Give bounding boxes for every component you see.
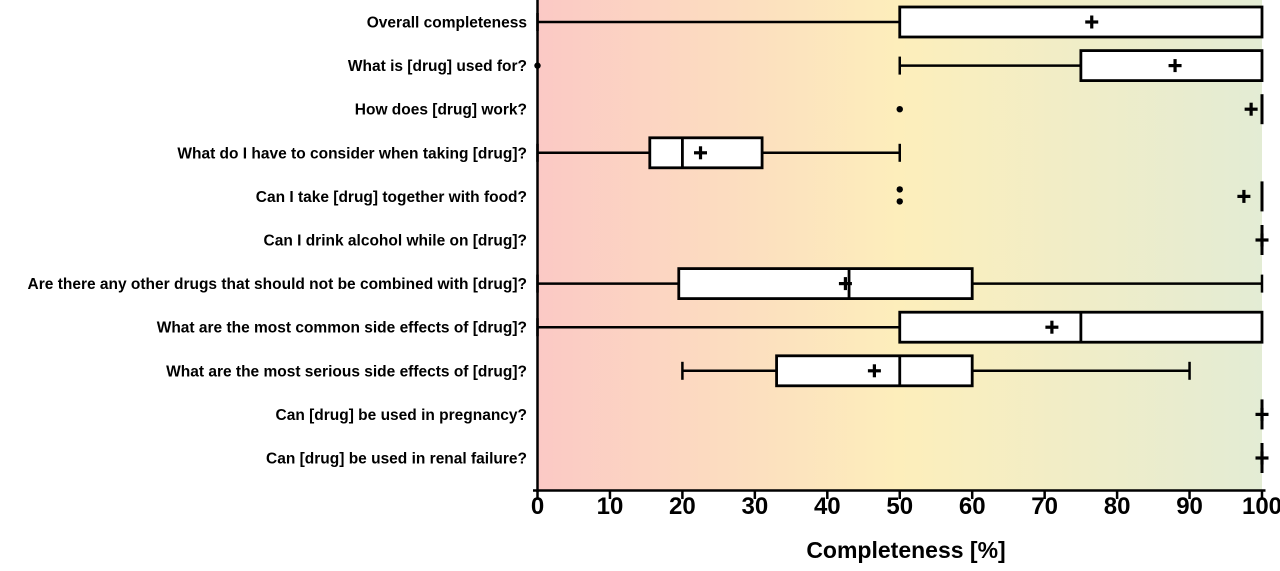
category-label: Can [drug] be used in pregnancy? bbox=[276, 407, 527, 424]
x-tick-label: 60 bbox=[959, 493, 986, 520]
category-label: Are there any other drugs that should no… bbox=[28, 276, 527, 293]
x-tick-label: 50 bbox=[886, 493, 913, 520]
outlier-dot bbox=[896, 198, 903, 205]
x-tick-label: 70 bbox=[1031, 493, 1058, 520]
category-label: What do I have to consider when taking [… bbox=[177, 145, 527, 162]
x-tick-label: 0 bbox=[531, 493, 544, 520]
x-tick-label: 10 bbox=[597, 493, 624, 520]
x-tick-label: 80 bbox=[1104, 493, 1131, 520]
outlier-dot bbox=[896, 106, 903, 113]
category-label: Overall completeness bbox=[367, 15, 527, 32]
x-tick-label: 30 bbox=[741, 493, 768, 520]
category-label: How does [drug] work? bbox=[355, 102, 527, 119]
x-tick-label: 40 bbox=[814, 493, 841, 520]
box bbox=[898, 5, 1264, 39]
category-label: Can I take [drug] together with food? bbox=[256, 189, 527, 206]
x-tick-label: 90 bbox=[1176, 493, 1203, 520]
category-label: What is [drug] used for? bbox=[348, 58, 527, 75]
x-tick-label: 100 bbox=[1242, 493, 1280, 520]
category-label: What are the most serious side effects o… bbox=[166, 363, 527, 380]
category-label: Can I drink alcohol while on [drug]? bbox=[264, 233, 528, 250]
category-label: Can [drug] be used in renal failure? bbox=[266, 451, 527, 468]
outlier-dot bbox=[896, 186, 903, 193]
x-axis-title: Completeness [%] bbox=[806, 537, 1005, 563]
category-label: What are the most common side effects of… bbox=[157, 320, 527, 337]
box bbox=[1079, 49, 1264, 82]
box bbox=[677, 267, 974, 301]
x-tick-label: 20 bbox=[669, 493, 696, 520]
